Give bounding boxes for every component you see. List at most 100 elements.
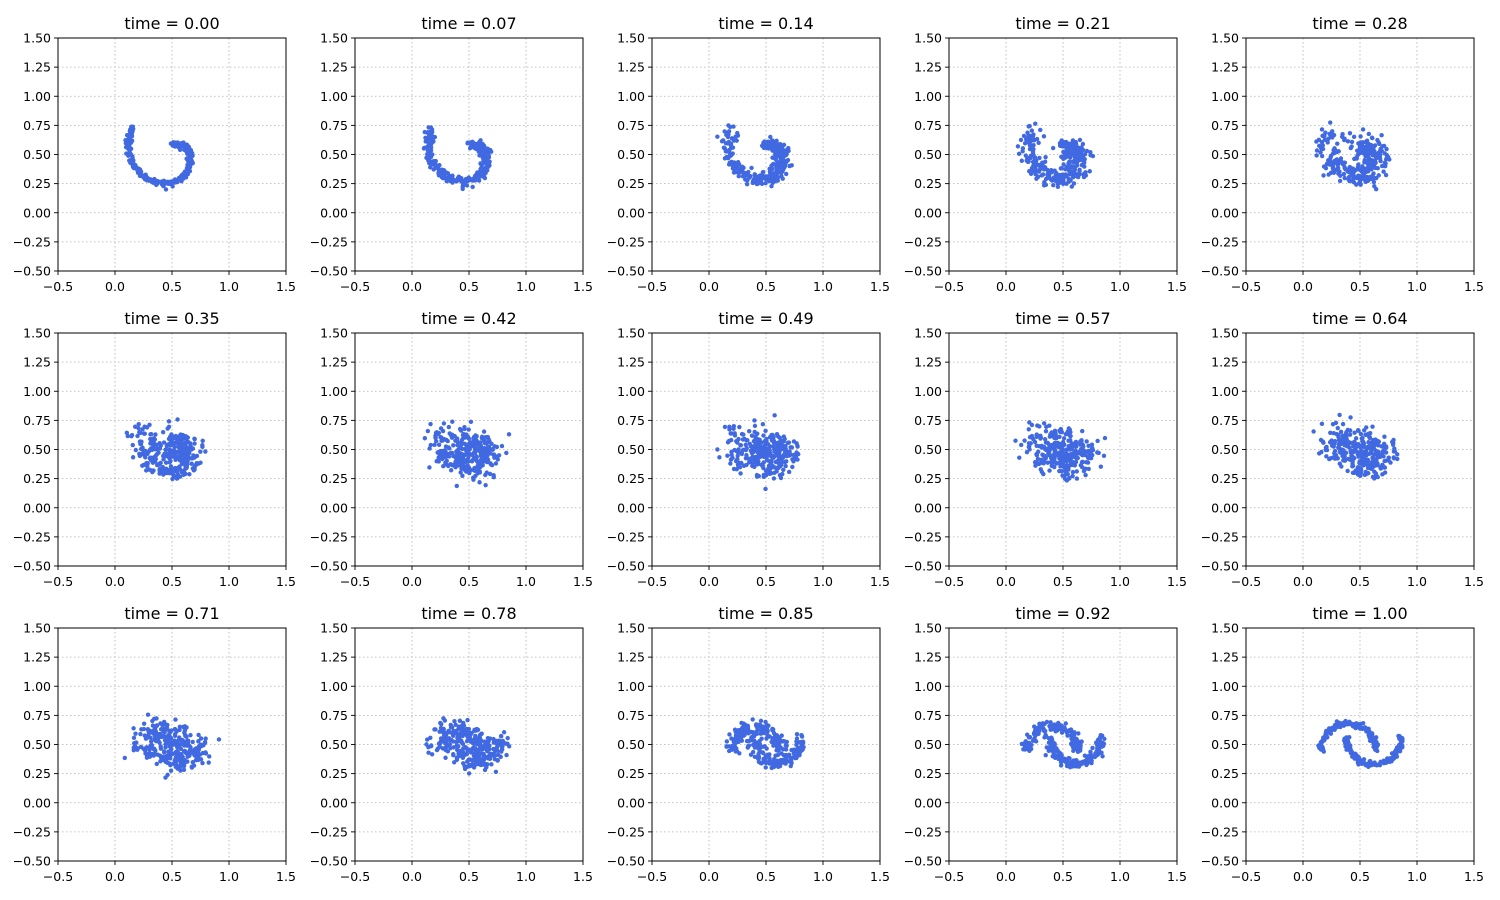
data-point bbox=[727, 151, 733, 156]
data-point bbox=[754, 472, 760, 478]
data-point bbox=[1042, 180, 1047, 185]
data-point bbox=[459, 458, 464, 463]
data-point bbox=[181, 140, 186, 145]
data-point bbox=[1352, 439, 1357, 445]
data-point bbox=[1340, 453, 1345, 459]
data-point bbox=[485, 741, 491, 746]
data-point bbox=[1044, 734, 1049, 739]
subplot-4: −0.5 0.0 0.5 1.0 1.5−0.50−0.250.000.250.500.… bbox=[904, 14, 1187, 294]
data-point bbox=[130, 442, 135, 448]
data-point bbox=[1385, 154, 1391, 160]
data-point bbox=[146, 730, 152, 735]
data-point bbox=[192, 436, 197, 442]
data-point bbox=[1342, 175, 1347, 181]
data-point bbox=[501, 730, 507, 735]
data-point bbox=[169, 454, 175, 459]
data-point bbox=[1069, 141, 1075, 146]
data-point bbox=[485, 453, 490, 458]
data-point bbox=[1337, 461, 1343, 466]
data-point bbox=[1098, 732, 1103, 738]
data-point bbox=[1021, 133, 1027, 139]
data-point bbox=[169, 440, 174, 446]
y-tick-label: 0.00 bbox=[914, 500, 942, 515]
data-point bbox=[1072, 763, 1077, 768]
data-point bbox=[1382, 160, 1388, 165]
data-point bbox=[1093, 753, 1099, 759]
data-point bbox=[1034, 161, 1039, 167]
data-point bbox=[757, 722, 762, 728]
data-point bbox=[460, 473, 465, 479]
y-tick-label: −0.50 bbox=[1201, 559, 1239, 574]
data-point bbox=[1361, 176, 1366, 182]
data-point bbox=[1048, 432, 1053, 437]
data-point bbox=[765, 458, 771, 463]
data-point bbox=[1372, 447, 1377, 452]
data-point bbox=[480, 151, 486, 156]
data-point bbox=[485, 434, 491, 440]
data-point bbox=[738, 443, 743, 448]
data-point bbox=[770, 141, 776, 147]
data-point bbox=[782, 149, 787, 154]
data-point bbox=[434, 747, 440, 753]
data-point bbox=[1055, 461, 1060, 466]
data-point bbox=[1342, 442, 1347, 448]
data-point bbox=[1334, 431, 1339, 437]
data-point bbox=[1359, 449, 1364, 454]
data-point bbox=[467, 140, 472, 145]
data-point bbox=[1050, 145, 1056, 151]
data-point bbox=[1054, 434, 1059, 440]
data-point bbox=[496, 738, 502, 743]
data-point bbox=[141, 721, 147, 726]
data-point bbox=[1360, 456, 1366, 462]
subplot-title: time = 0.92 bbox=[1015, 604, 1110, 623]
data-point bbox=[1051, 446, 1057, 451]
subplot-11: −0.5 0.0 0.5 1.0 1.5−0.50−0.250.000.250.500.… bbox=[13, 604, 296, 884]
data-point bbox=[727, 732, 732, 737]
data-point bbox=[177, 455, 183, 460]
y-tick-label: 0.75 bbox=[617, 118, 645, 133]
data-point bbox=[446, 424, 452, 430]
data-point bbox=[1063, 721, 1068, 726]
data-point bbox=[1019, 741, 1025, 747]
data-point bbox=[763, 180, 768, 186]
data-point bbox=[472, 747, 477, 752]
data-point bbox=[1357, 150, 1362, 156]
data-point bbox=[445, 729, 451, 735]
data-point bbox=[468, 177, 473, 182]
data-point bbox=[506, 432, 512, 437]
data-point bbox=[1102, 736, 1107, 742]
data-point bbox=[1379, 452, 1384, 457]
data-point bbox=[1336, 445, 1341, 451]
data-point bbox=[443, 444, 449, 449]
subplot-1: −0.5 0.0 0.5 1.0 1.5−0.50−0.250.000.250.500.… bbox=[13, 14, 296, 294]
data-point bbox=[436, 459, 441, 464]
data-point bbox=[179, 178, 184, 183]
data-point bbox=[1017, 455, 1022, 460]
data-point bbox=[451, 443, 456, 448]
data-point bbox=[1371, 176, 1377, 181]
data-point bbox=[173, 717, 178, 722]
data-point bbox=[750, 717, 755, 722]
data-point bbox=[158, 759, 163, 764]
data-point bbox=[1072, 170, 1077, 175]
x-tick-label: −0.5 bbox=[934, 279, 964, 294]
x-tick-label: 0.5 bbox=[756, 574, 776, 589]
x-tick-label: 0.5 bbox=[1053, 279, 1073, 294]
x-tick-label: −0.5 bbox=[934, 574, 964, 589]
data-point bbox=[1373, 187, 1379, 192]
data-point bbox=[1384, 146, 1389, 152]
data-point bbox=[144, 755, 150, 760]
data-point bbox=[454, 450, 459, 456]
data-point bbox=[207, 754, 212, 759]
data-point bbox=[1032, 439, 1038, 445]
y-tick-label: −0.50 bbox=[310, 854, 348, 869]
x-tick-label: 0.0 bbox=[1293, 574, 1313, 589]
data-point bbox=[731, 124, 736, 129]
y-tick-label: −0.50 bbox=[13, 559, 51, 574]
data-point bbox=[183, 169, 189, 175]
data-point bbox=[455, 755, 460, 760]
data-point bbox=[732, 433, 738, 438]
data-point bbox=[428, 421, 433, 427]
data-point bbox=[1337, 412, 1342, 418]
data-point bbox=[1319, 421, 1325, 427]
